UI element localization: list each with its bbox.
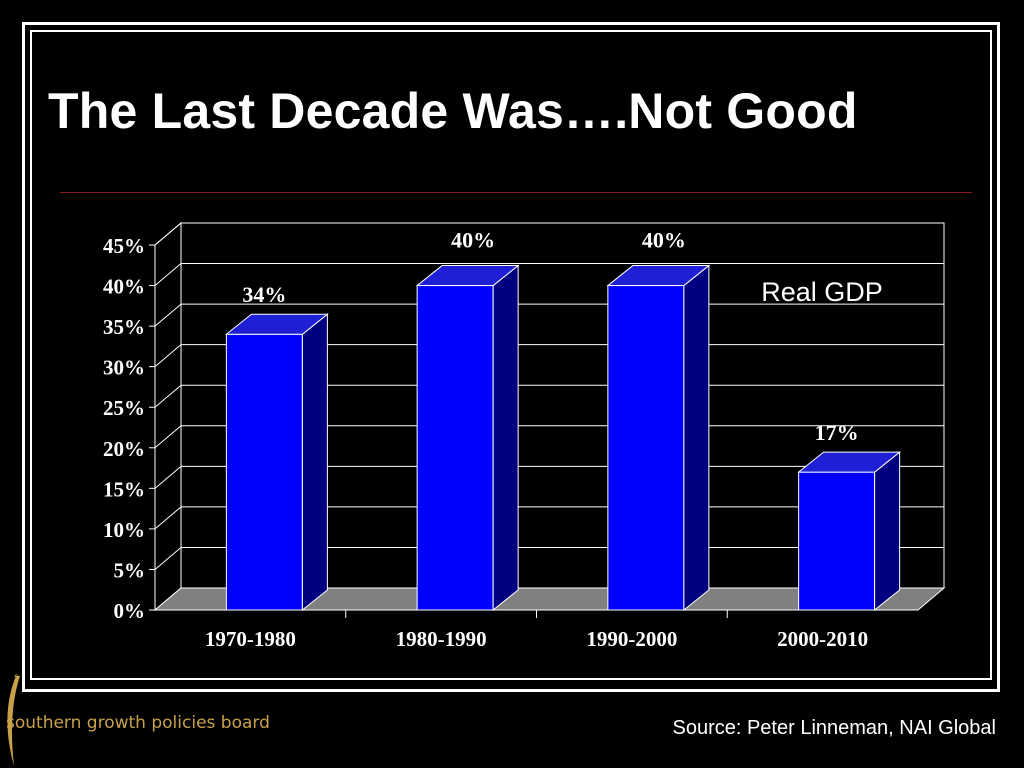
svg-text:s: s	[14, 672, 19, 683]
slide-title: The Last Decade Was….Not Good	[48, 83, 858, 139]
bar-top	[797, 451, 902, 473]
gridline	[154, 222, 944, 246]
bar-front	[798, 471, 876, 611]
bar-data-label: 40%	[451, 228, 495, 253]
bar-top	[606, 265, 711, 287]
bar-data-label: 40%	[642, 228, 686, 253]
bar-front	[225, 333, 303, 611]
gdp-bar-chart: 0% 5% 10% 15% 20% 25% 30% 35% 40% 45% 34% 1970-1980…	[103, 221, 946, 651]
x-tick-label: 2000-2010	[777, 627, 868, 651]
gridline	[154, 263, 944, 286]
bar-top	[224, 313, 329, 335]
slide-border-outer	[22, 22, 1000, 692]
bar-data-label: 17%	[815, 420, 859, 445]
source-citation: Source: Peter Linneman, NAI Global	[672, 717, 996, 739]
chart-annotation: Real GDP	[761, 277, 883, 307]
y-tick-label: 35%	[103, 315, 145, 339]
y-tick-label: 40%	[103, 275, 145, 299]
y-tick-label: 15%	[103, 477, 145, 501]
y-tick-label: 25%	[103, 396, 145, 420]
y-tick-label: 45%	[103, 234, 145, 258]
chart-side-wall	[154, 221, 182, 612]
bar-front	[607, 285, 685, 611]
y-tick-label: 10%	[103, 518, 145, 542]
bar-side	[301, 313, 328, 612]
bar-side	[492, 264, 519, 612]
slide-border-inner	[30, 30, 992, 680]
bar-front	[416, 285, 494, 611]
bar-top	[415, 265, 520, 287]
y-tick-label: 5%	[114, 558, 146, 582]
bar-side	[874, 451, 901, 612]
sgpb-logo-icon: s	[7, 672, 20, 766]
x-tick-label: 1980-1990	[396, 627, 487, 651]
y-tick-label: 30%	[103, 356, 145, 380]
x-tick-label: 1970-1980	[205, 627, 296, 651]
x-tick-label: 1990-2000	[586, 627, 677, 651]
y-tick-label: 20%	[103, 437, 145, 461]
logo-wordmark: southern growth policies board	[6, 713, 270, 733]
title-divider	[60, 192, 972, 193]
bar-side	[683, 264, 710, 612]
bar-data-label: 34%	[242, 282, 286, 307]
y-tick-label: 0%	[114, 599, 146, 623]
